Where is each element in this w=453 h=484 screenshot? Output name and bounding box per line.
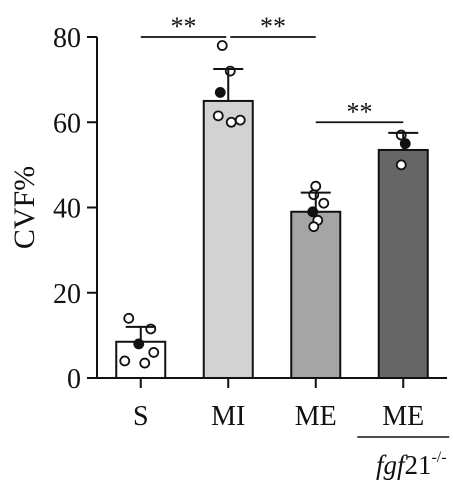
data-point	[399, 138, 411, 149]
y-axis: 0 20 40 60 80	[53, 23, 98, 395]
bar	[377, 148, 429, 379]
data-point	[214, 87, 226, 98]
data-point	[216, 40, 228, 51]
x-tick-label: S	[133, 401, 149, 432]
gene-superscript: -/-	[431, 449, 446, 466]
bar	[290, 210, 342, 379]
y-tick-label: 60	[53, 108, 81, 139]
data-point	[119, 355, 131, 367]
data-point	[310, 180, 322, 192]
y-tick-label: 20	[53, 279, 81, 310]
data-point	[145, 323, 157, 335]
data-points	[119, 40, 411, 369]
data-point	[308, 221, 320, 233]
gene-name: fgf	[376, 450, 408, 480]
data-point	[139, 357, 151, 369]
error-bars	[125, 67, 419, 342]
y-tick-label: 0	[67, 364, 81, 395]
data-point	[225, 116, 237, 128]
gene-number: 21	[404, 450, 431, 480]
data-point	[212, 110, 224, 122]
data-point	[318, 197, 330, 209]
data-point	[148, 347, 160, 358]
data-point	[224, 65, 236, 77]
x-tick-label: ME	[295, 401, 337, 432]
bars	[115, 99, 429, 379]
data-point	[395, 159, 407, 171]
bar	[202, 99, 254, 379]
x-tick-sublabel: fgf21-/-	[376, 449, 447, 480]
significance-label: **	[171, 12, 197, 41]
y-tick-label: 80	[53, 23, 81, 54]
y-axis-label: CVF%	[8, 166, 41, 249]
data-point	[308, 189, 320, 201]
significance-label: **	[347, 97, 373, 126]
x-tick-label: ME	[382, 401, 424, 432]
significance-label: **	[260, 12, 286, 41]
x-tick-label: MI	[211, 401, 245, 432]
y-tick-label: 40	[53, 194, 81, 225]
data-point	[123, 312, 135, 324]
data-point	[395, 129, 407, 141]
data-point	[234, 114, 246, 126]
x-axis: S MI ME ME fgf21-/-	[97, 377, 450, 480]
data-point	[133, 338, 145, 350]
significance-brackets: ** ** **	[140, 12, 404, 126]
